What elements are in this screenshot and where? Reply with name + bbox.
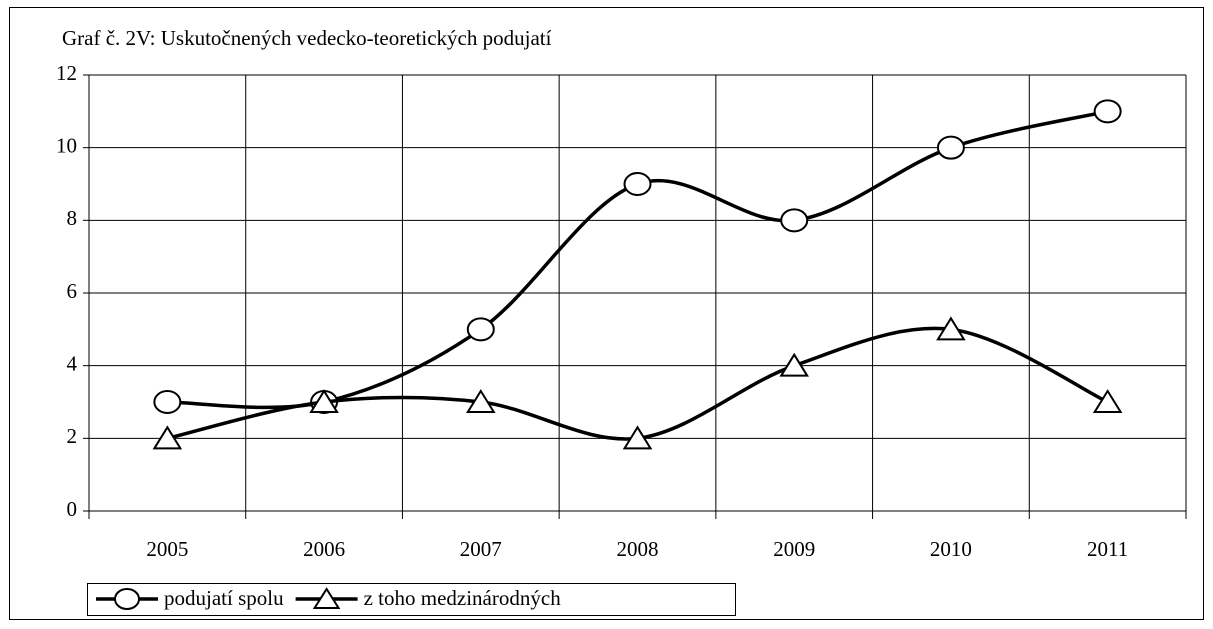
legend-label: z toho medzinárodných: [364, 586, 562, 610]
marker-circle: [153, 390, 182, 414]
marker-triangle: [309, 389, 339, 413]
marker-triangle: [779, 352, 810, 377]
marker-triangle: [622, 425, 653, 450]
marker-triangle: [465, 389, 496, 413]
y-tick-label: 12: [56, 61, 77, 85]
marker-circle: [780, 208, 809, 233]
marker-circle: [466, 317, 495, 342]
y-tick-label: 2: [67, 424, 78, 448]
marker-circle: [1093, 99, 1122, 124]
x-tick-label: 2008: [617, 537, 659, 561]
y-tick-label: 6: [67, 279, 78, 303]
legend-marker: [114, 588, 140, 610]
y-tick-label: 8: [67, 206, 78, 230]
x-tick-label: 2010: [930, 537, 972, 561]
chart-border: [9, 7, 1204, 620]
y-tick-label: 0: [67, 497, 78, 521]
x-tick-label: 2011: [1087, 537, 1128, 561]
y-tick-label: 4: [67, 351, 78, 375]
marker-triangle: [936, 316, 966, 341]
marker-triangle: [1092, 389, 1123, 413]
legend-marker: [312, 587, 341, 609]
x-tick-label: 2006: [303, 537, 345, 561]
x-tick-label: 2005: [146, 537, 188, 561]
legend-box: [87, 583, 736, 616]
marker-circle: [936, 135, 965, 160]
chart-title: Graf č. 2V: Uskutočnených vedecko-teoret…: [62, 26, 552, 50]
y-tick-label: 10: [56, 133, 77, 157]
legend-label: podujatí spolu: [164, 586, 284, 610]
marker-triangle: [152, 425, 183, 450]
marker-circle: [623, 172, 652, 196]
x-tick-label: 2009: [773, 537, 815, 561]
x-tick-label: 2007: [460, 537, 502, 561]
